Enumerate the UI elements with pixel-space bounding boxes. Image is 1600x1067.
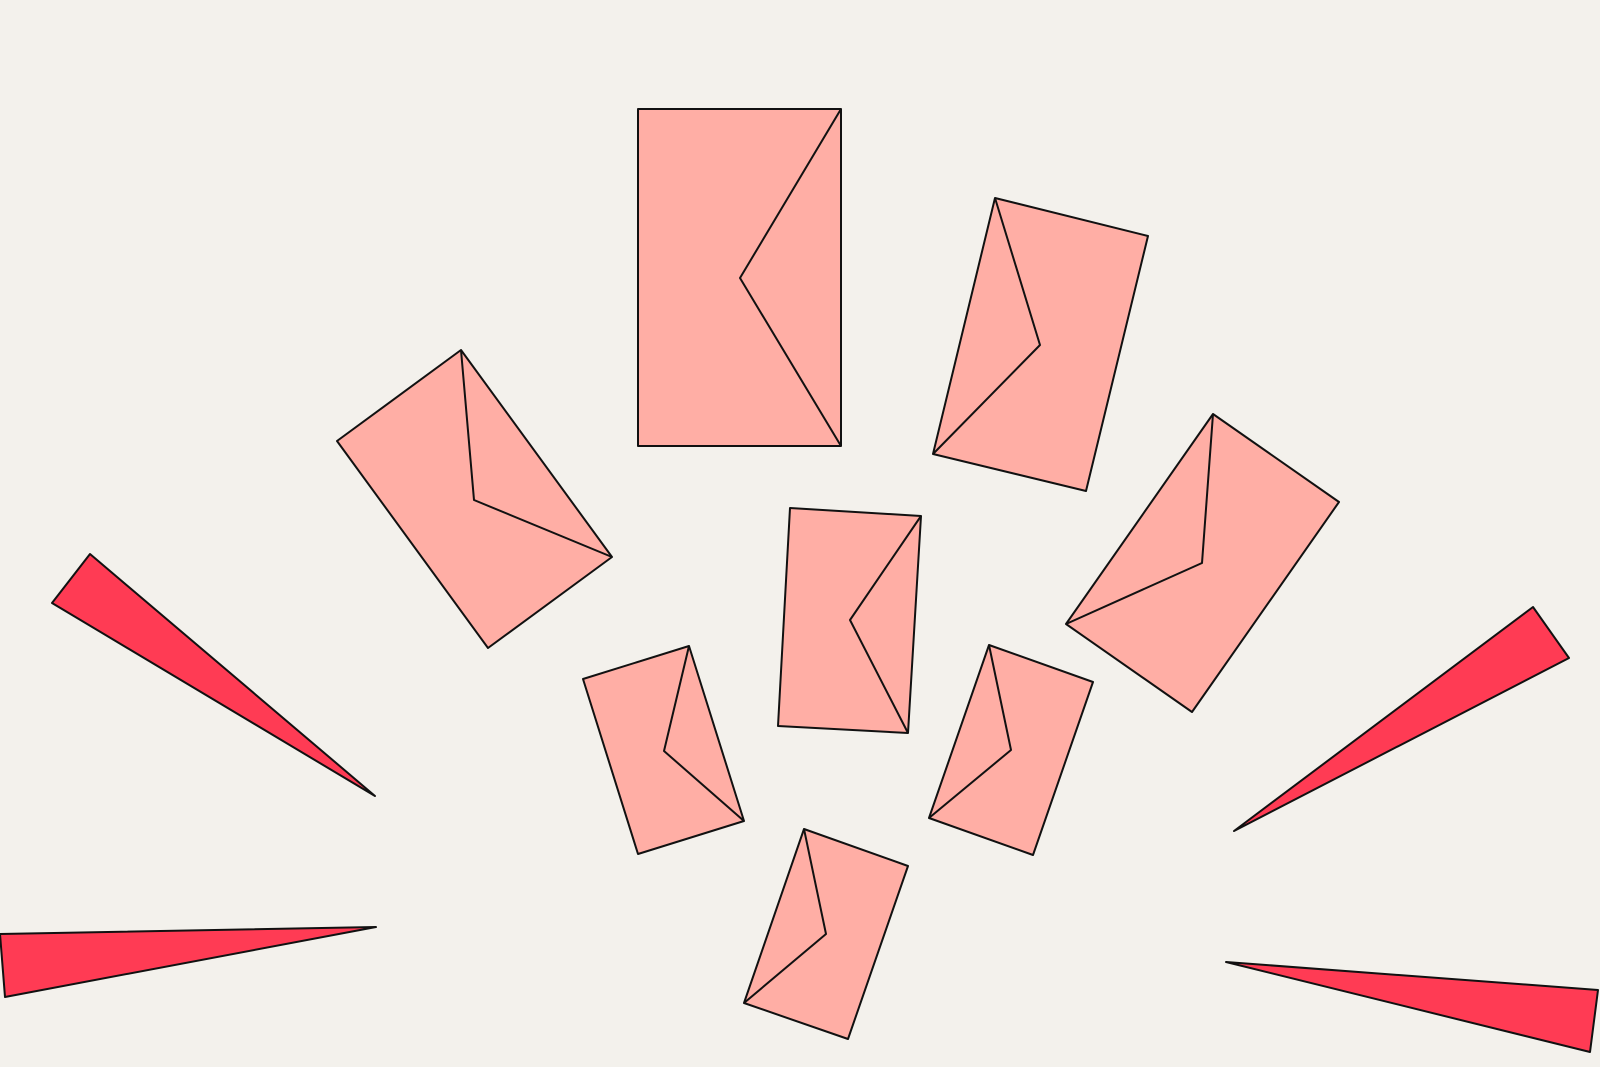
burst-spike-lower-left (0, 926, 377, 998)
burst-spike-upper-left (51, 553, 376, 797)
envelopes (336, 108, 1340, 1040)
envelope-icon (777, 507, 922, 734)
burst-spike-lower-right (1225, 961, 1599, 1053)
envelope-icon (1065, 413, 1340, 713)
burst-spike-upper-right (1233, 606, 1570, 832)
envelope-icon (582, 645, 745, 855)
envelope-icon (928, 644, 1094, 856)
envelope-icon (743, 828, 909, 1040)
envelope-icon (637, 108, 842, 447)
burst-spikes (0, 553, 1599, 1053)
envelope-icon (932, 197, 1149, 492)
envelope-icon (336, 349, 613, 649)
